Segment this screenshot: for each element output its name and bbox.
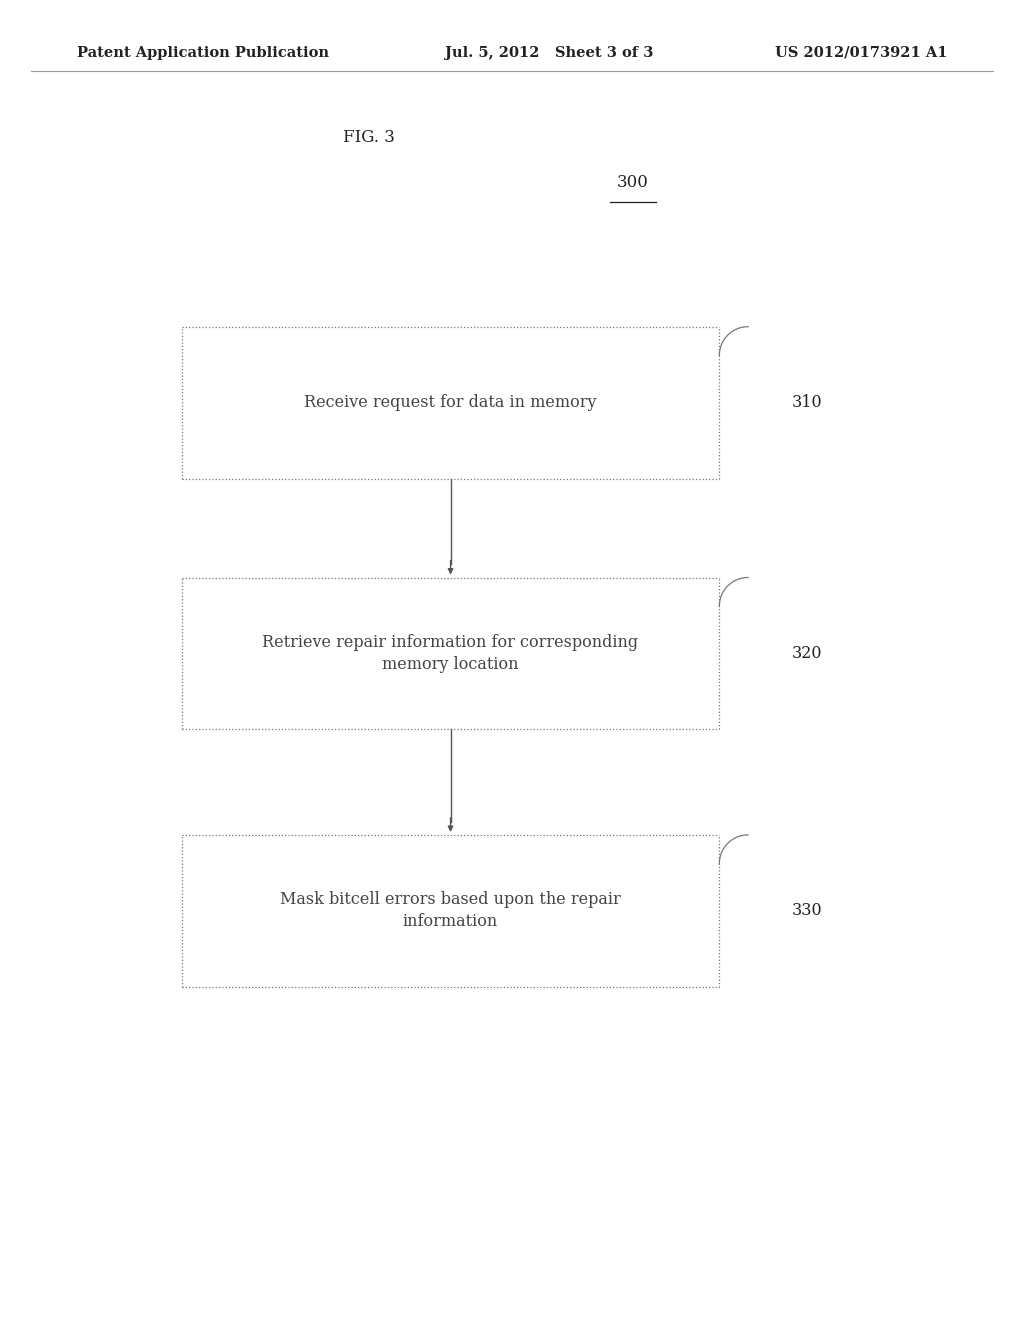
Text: Mask bitcell errors based upon the repair
information: Mask bitcell errors based upon the repai… [281,891,621,931]
Text: Retrieve repair information for corresponding
memory location: Retrieve repair information for correspo… [262,634,639,673]
Text: 320: 320 [793,645,822,661]
Text: Receive request for data in memory: Receive request for data in memory [304,395,597,411]
Text: 310: 310 [793,395,822,411]
Text: 300: 300 [616,174,649,190]
Text: Jul. 5, 2012   Sheet 3 of 3: Jul. 5, 2012 Sheet 3 of 3 [445,46,653,59]
Bar [182,836,719,987]
Text: US 2012/0173921 A1: US 2012/0173921 A1 [775,46,947,59]
Bar [182,578,719,729]
Text: Patent Application Publication: Patent Application Publication [77,46,329,59]
Text: FIG. 3: FIG. 3 [343,129,394,145]
Text: 330: 330 [793,903,822,919]
Bar [182,327,719,479]
